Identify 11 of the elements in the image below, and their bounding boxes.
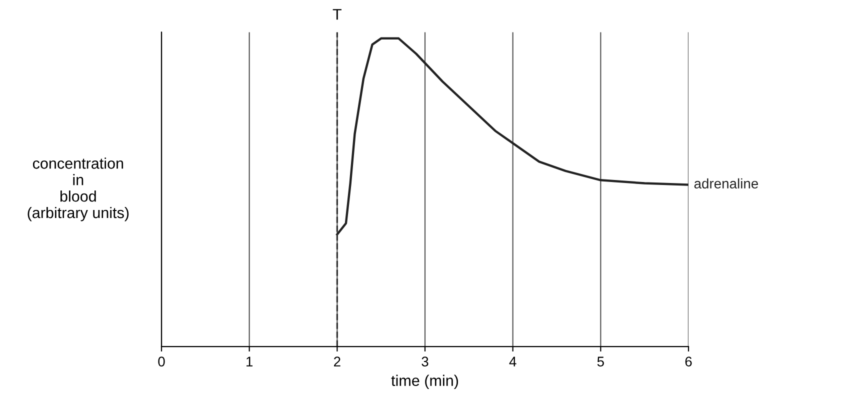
y-axis-title: concentration in blood (arbitrary units)	[28, 158, 129, 222]
x-tick-label: 2	[334, 356, 340, 366]
x-tick-label: 6	[685, 356, 692, 367]
x-tick-label: 0	[158, 356, 165, 367]
x-tick-label: 4	[509, 356, 516, 366]
x-tick-label: 3	[422, 356, 428, 367]
x-axis-title: time (min)	[391, 374, 458, 390]
x-tick-label: 1	[246, 356, 253, 366]
x-tick-label: 5	[597, 356, 604, 367]
ref-line-label: T	[332, 9, 342, 20]
series-label: adrenaline	[694, 178, 758, 189]
